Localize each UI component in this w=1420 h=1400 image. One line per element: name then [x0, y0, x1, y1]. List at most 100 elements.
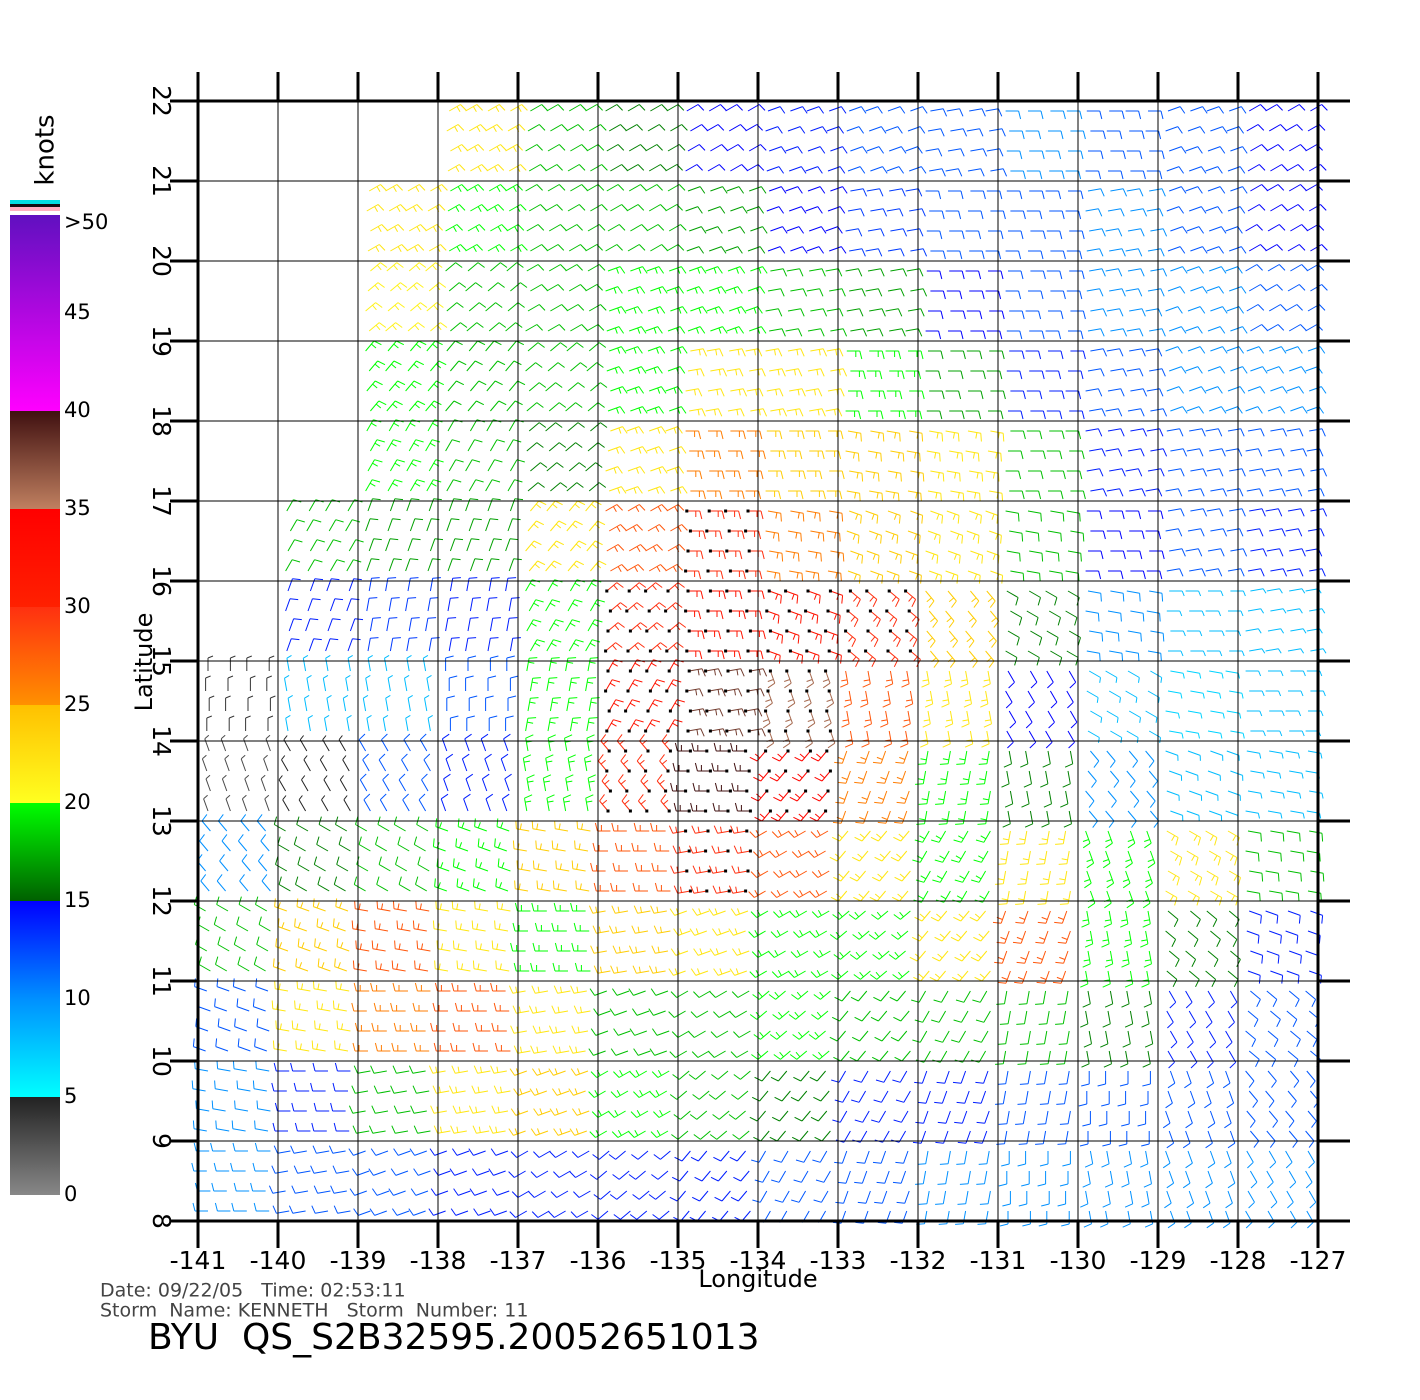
wind-cell	[845, 350, 925, 420]
wind-barb	[281, 755, 289, 772]
wind-barb	[885, 530, 899, 544]
wind-barb	[1267, 448, 1285, 457]
wind-barb	[866, 590, 878, 608]
wind-barb	[252, 1080, 267, 1092]
wind-barb	[1246, 890, 1261, 902]
wind-barb	[1108, 570, 1124, 580]
wind-barb	[969, 510, 982, 524]
wind-barb	[296, 980, 311, 992]
barb-dot	[685, 649, 689, 653]
wind-barb	[328, 1145, 346, 1154]
wind-barb	[568, 1045, 586, 1054]
wind-barb	[368, 577, 380, 592]
wind-barb	[850, 146, 868, 154]
wind-barb	[771, 1110, 789, 1122]
barb-dot	[666, 729, 670, 733]
wind-cell	[205, 655, 276, 731]
wind-barb	[472, 1125, 490, 1134]
wind-barb	[505, 577, 517, 592]
wind-barb	[1189, 790, 1203, 801]
wind-barb	[432, 1085, 450, 1094]
wind-barb	[628, 1170, 646, 1180]
wind-barb	[914, 1070, 928, 1084]
wind-barb	[967, 168, 985, 177]
wind-barb	[791, 1130, 809, 1142]
wind-barb	[773, 870, 791, 878]
wind-barb	[1190, 870, 1203, 886]
wind-barb	[526, 224, 545, 232]
wind-barb	[1068, 370, 1084, 380]
wind-barb	[687, 326, 706, 334]
wind-barb	[1150, 408, 1168, 417]
wind-barb	[507, 124, 526, 132]
wind-barb	[1229, 286, 1247, 294]
wind-barb	[256, 936, 269, 952]
wind-cell	[440, 733, 512, 812]
wind-cell	[605, 426, 688, 494]
wind-barb	[726, 326, 745, 334]
wind-cell	[605, 104, 688, 172]
barb-dot	[748, 669, 752, 673]
wind-barb	[408, 617, 420, 632]
wind-barb	[567, 599, 583, 612]
wind-barb	[1207, 990, 1215, 1009]
wind-barb	[296, 898, 310, 912]
wind-barb	[849, 1050, 866, 1062]
wind-barb	[917, 750, 929, 765]
barb-dot	[647, 789, 651, 793]
wind-barb	[1148, 510, 1164, 520]
wind-barb	[526, 619, 542, 632]
wind-barb	[597, 754, 608, 772]
wind-barb	[406, 459, 422, 472]
wind-barb	[609, 486, 627, 494]
wind-barb	[551, 840, 566, 852]
wind-barb	[769, 590, 782, 604]
barb-dot	[705, 889, 709, 893]
wind-barb	[213, 916, 226, 932]
barb-dot	[624, 709, 628, 713]
wind-barb	[746, 206, 765, 214]
wind-barb	[1170, 448, 1188, 457]
wind-barb	[951, 970, 969, 982]
wind-barb	[1010, 570, 1025, 582]
wind-barb	[446, 518, 460, 532]
wind-barb	[525, 717, 537, 732]
wind-barb	[1209, 670, 1224, 679]
wind-barb	[1166, 428, 1184, 437]
wind-barb	[745, 348, 763, 357]
wind-barb	[526, 402, 544, 412]
wind-barb	[1143, 950, 1152, 968]
wind-barb	[771, 750, 789, 762]
wind-barb	[909, 570, 922, 584]
wind-barb	[433, 1042, 450, 1052]
wind-barb	[610, 882, 626, 892]
wind-barb	[358, 836, 371, 852]
wind-barb	[510, 282, 528, 292]
wind-barb	[1225, 266, 1243, 274]
wind-barb	[910, 288, 928, 297]
wind-barb	[651, 1028, 670, 1036]
wind-barb	[1110, 368, 1128, 377]
wind-barb	[565, 264, 583, 272]
wind-barb	[410, 302, 428, 312]
wind-cell	[428, 1065, 511, 1134]
wind-barb	[728, 630, 744, 640]
wind-barb	[1170, 406, 1188, 414]
wind-barb	[607, 224, 626, 232]
wind-barb	[526, 774, 535, 792]
wind-barb	[627, 642, 645, 652]
wind-barb	[955, 810, 967, 825]
wind-barb	[1142, 1050, 1151, 1068]
wind-cell	[522, 734, 596, 812]
barb-dot	[784, 769, 788, 773]
wind-barb	[351, 1002, 367, 1012]
wind-barb	[925, 590, 935, 608]
colorbar-tick-label: 45	[64, 300, 91, 324]
wind-barb	[1286, 970, 1300, 984]
wind-barb	[789, 570, 804, 582]
wind-barb	[1247, 164, 1266, 172]
wind-barb	[847, 610, 859, 628]
wind-barb	[810, 1110, 828, 1122]
wind-barb	[473, 1208, 491, 1216]
wind-barb	[494, 838, 507, 852]
